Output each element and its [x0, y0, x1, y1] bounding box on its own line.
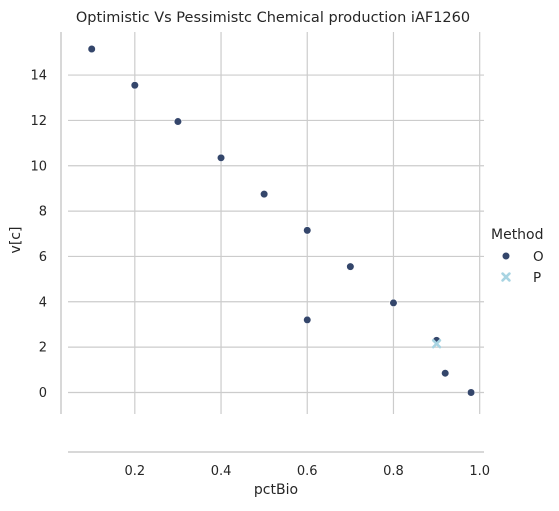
data-point-o — [303, 315, 312, 325]
y-tick-labels: 0 2 4 6 8 10 12 14 — [30, 69, 47, 401]
legend-marker-p — [501, 272, 511, 282]
chart-title: Optimistic Vs Pessimistc Chemical produc… — [76, 10, 470, 26]
data-point-o — [346, 262, 355, 271]
y-tick-label: 0 — [39, 386, 47, 401]
data-point-o — [173, 117, 183, 126]
legend-label-o: O — [533, 249, 544, 265]
legend: Method OP — [491, 227, 544, 286]
y-tick-label: 2 — [39, 341, 47, 356]
x-tick-label: 1.0 — [469, 464, 490, 479]
y-tick-label: 12 — [30, 114, 47, 129]
y-tick-label: 14 — [30, 69, 47, 84]
data-point-o — [130, 81, 139, 90]
data-point-p — [431, 339, 442, 349]
x-tick-label: 0.8 — [383, 464, 404, 479]
axes-spines — [60, 32, 484, 453]
y-tick-label: 6 — [39, 250, 47, 265]
y-axis-label: v[c] — [8, 227, 24, 254]
data-point-o — [303, 226, 312, 235]
y-tick-label: 4 — [39, 295, 47, 310]
x-tick-labels: 0.2 0.4 0.6 0.8 1.0 — [124, 464, 490, 479]
x-axis-label: pctBio — [254, 482, 298, 498]
data-point-o — [441, 369, 450, 378]
data-points — [87, 44, 476, 397]
data-point-o — [260, 189, 269, 199]
legend-marker-o — [501, 251, 511, 261]
x-tick-label: 0.6 — [297, 464, 318, 479]
data-point-o — [466, 388, 476, 397]
x-tick-label: 0.4 — [211, 464, 232, 479]
data-point-o — [216, 153, 226, 162]
legend-label-p: P — [533, 270, 541, 286]
legend-title: Method — [491, 227, 544, 243]
y-tick-label: 10 — [30, 159, 47, 174]
grid — [68, 32, 484, 414]
data-point-o — [87, 44, 96, 54]
data-point-o — [389, 298, 398, 308]
x-tick-label: 0.2 — [124, 464, 145, 479]
y-tick-label: 8 — [39, 205, 47, 220]
